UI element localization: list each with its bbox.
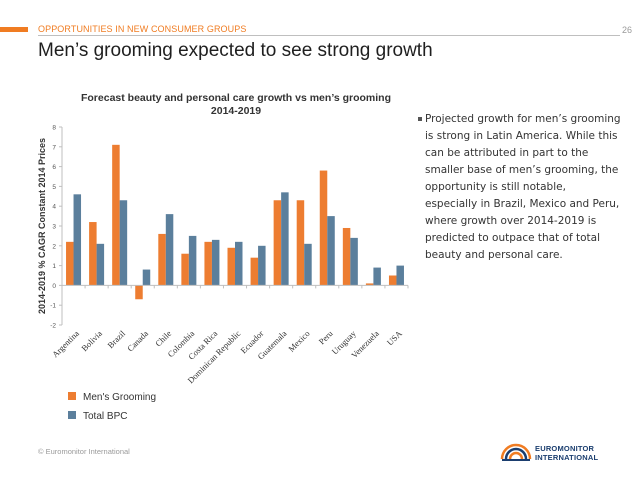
bar-total-bpc [373,267,381,286]
bar-mens-grooming [365,283,374,286]
bar-mens-grooming [66,241,74,286]
copyright-notice: © Euromonitor International [38,447,130,456]
globe-icon [500,443,532,461]
euromonitor-logo: EUROMONITOR INTERNATIONAL [500,440,606,464]
logo-text-line1: EUROMONITOR [535,444,595,453]
bar-total-bpc [235,241,243,286]
y-tick-label: 3 [52,224,56,231]
section-label: OPPORTUNITIES IN NEW CONSUMER GROUPS [38,24,247,34]
x-tick-label: USA [385,328,405,348]
page-number: 26 [621,25,632,35]
x-tick-label: Chile [153,328,173,348]
bar-mens-grooming [181,253,189,286]
legend-label-mens-grooming: Men's Grooming [83,392,156,403]
y-tick-label: 6 [52,164,56,171]
bar-mens-grooming [112,144,120,286]
y-tick-label: 0 [52,283,56,290]
y-tick-label: -2 [50,323,56,330]
y-tick-label: 1 [52,263,56,270]
x-tick-label: Argentina [50,328,81,359]
bar-total-bpc [258,245,266,286]
y-tick-label: 2 [52,243,56,250]
legend-label-total-bpc: Total BPC [83,411,127,422]
bullet-text: Projected growth for men’s grooming is s… [425,113,621,261]
bar-total-bpc [73,194,82,286]
bar-total-bpc [327,216,335,286]
bar-total-bpc [211,239,220,286]
logo-text-line2: INTERNATIONAL [535,453,599,462]
bar-mens-grooming [388,275,397,286]
bar-total-bpc [304,243,312,286]
y-tick-label: 5 [52,184,56,191]
legend-swatch-total-bpc [68,411,76,419]
bar-mens-grooming [135,285,143,300]
bar-mens-grooming [227,247,235,286]
bar-total-bpc [350,237,358,286]
y-tick-label: 7 [52,144,56,151]
slide-title: Men’s grooming expected to see strong gr… [38,40,433,61]
bar-mens-grooming [273,200,282,286]
bar-mens-grooming [204,241,212,286]
y-axis-label: 2014-2019 % CAGR Constant 2014 Prices [37,138,47,314]
x-tick-label: Mexico [286,328,311,353]
y-tick-label: 4 [52,204,56,211]
accent-bar [0,27,28,32]
bar-total-bpc [165,214,174,286]
bar-mens-grooming [250,257,259,286]
bar-total-bpc [188,235,197,286]
bar-total-bpc [142,269,151,286]
bar-total-bpc [119,200,128,286]
header-divider [38,35,620,36]
legend-swatch-mens-grooming [68,392,76,400]
x-tick-label: Bolivia [79,328,104,353]
x-tick-label: Canada [125,328,150,353]
x-tick-label: Peru [317,328,336,347]
bullet-marker [418,117,422,121]
bar-total-bpc [96,243,105,286]
bar-mens-grooming [319,170,328,286]
bar-mens-grooming [158,233,166,286]
bar-total-bpc [396,265,404,286]
bullet-point: Projected growth for men’s grooming is s… [418,111,621,264]
bar-mens-grooming [296,200,305,286]
bar-total-bpc [281,192,289,286]
y-tick-label: 8 [52,125,56,132]
bar-mens-grooming [342,227,351,286]
chart-title-line2: 2014-2019 [211,105,261,117]
chart-title-line1: Forecast beauty and personal care growth… [81,92,391,104]
y-tick-label: -1 [50,303,56,310]
bar-mens-grooming [89,222,97,286]
